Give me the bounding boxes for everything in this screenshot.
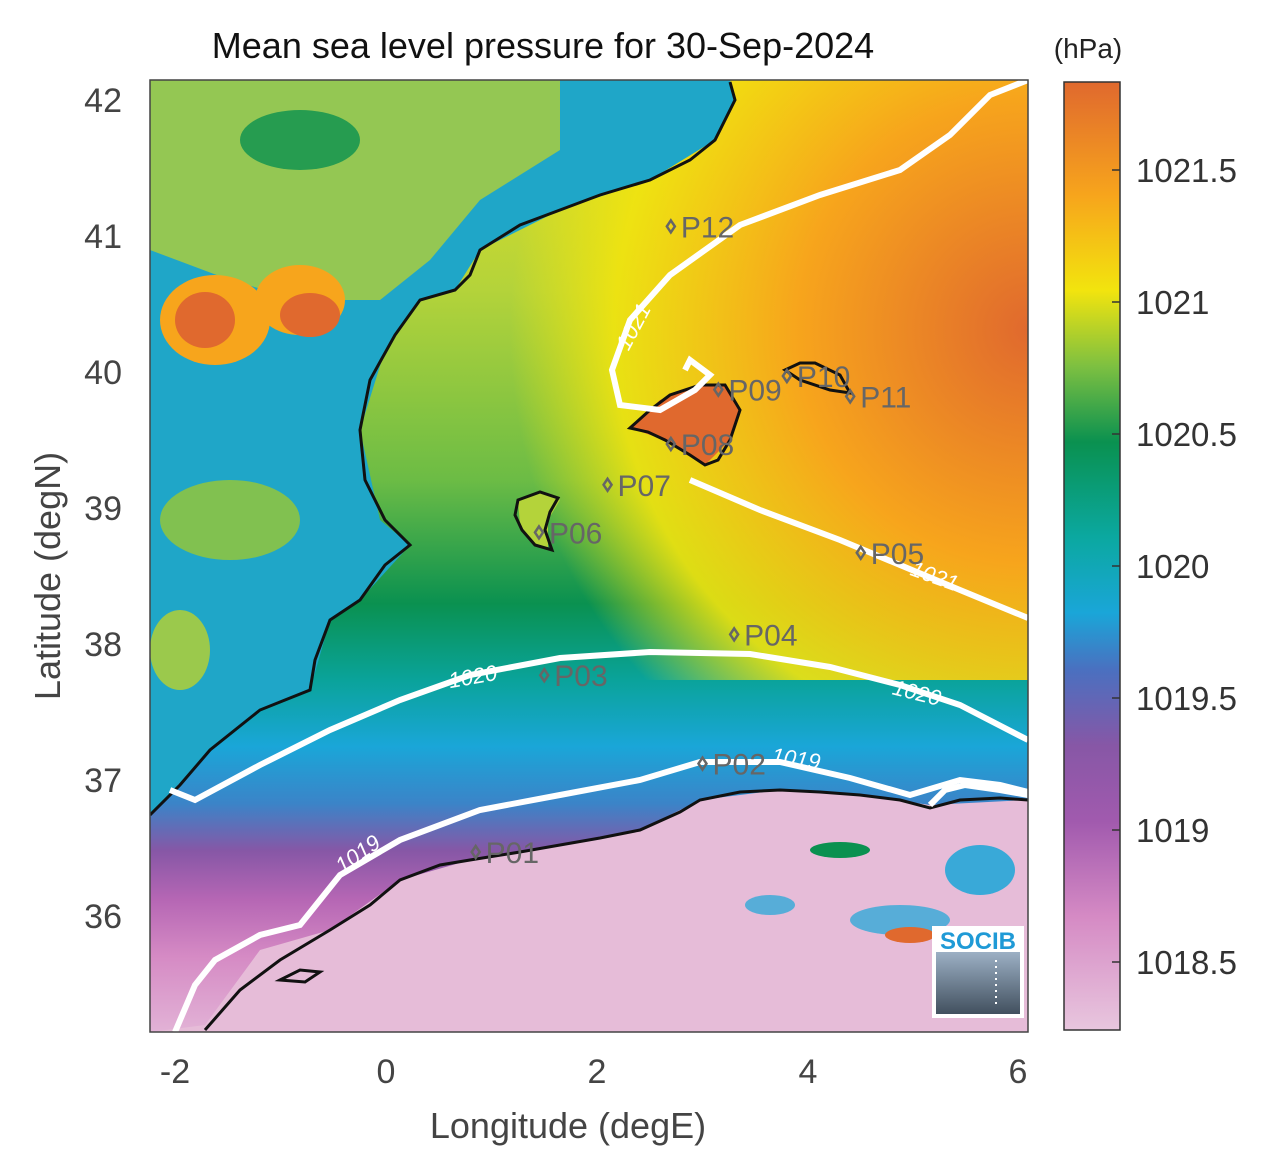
station-marker [781,367,793,385]
stations-layer: P01 P02 P03 P04 P05 P06 P07 P08 P09 P10 P11 P12 [470,211,924,870]
colorbar-scale [1063,81,1121,1031]
menorca-island [785,363,850,393]
station-label: P04 [744,619,797,652]
y-tick-label: 37 [84,762,122,800]
map-area: 1021 1021 1020 1020 1019 1019 P01P02P03P… [150,80,1028,1032]
station-marker [533,524,545,541]
station-label: P10 [797,361,850,394]
station-marker [665,435,677,453]
svg-text:SOCIB: SOCIB [940,928,1016,955]
station-label: P11 [860,381,911,414]
colorbar-tick: 1020.5 [1136,416,1237,453]
x-axis: -2 0 2 4 6 Longitude (degE) [160,1053,1028,1146]
y-tick-label: 39 [84,490,122,528]
x-tick-label: 2 [588,1053,607,1091]
x-axis-label: Longitude (degE) [430,1105,706,1146]
x-tick-label: 6 [1009,1053,1028,1091]
station-label: P09 [728,375,781,408]
y-tick-label: 36 [84,898,122,936]
colorbar-unit: (hPa) [1054,33,1122,64]
station-marker [470,843,482,861]
colorbar-tick: 1020 [1136,548,1209,585]
station-marker [855,544,867,562]
station-marker [665,218,677,235]
colorbar-tick: 1021.5 [1136,152,1237,189]
station-marker [844,388,856,405]
colorbar: (hPa) 1021.5 1021 1020.5 1020 1019.5 101… [1054,33,1237,1031]
socib-logo: SOCIB [932,926,1024,1018]
africa-land [150,790,1028,1032]
station-label: P02 [713,749,766,782]
station-label: P01 [486,837,539,870]
station-marker [712,381,724,398]
chart-title: Mean sea level pressure for 30-Sep-2024 [212,25,874,66]
isobars [168,80,1028,1032]
x-tick-label: 0 [377,1053,396,1091]
y-axis-label: Latitude (degN) [27,452,68,700]
colorbar-tick: 1018.5 [1136,944,1237,981]
station-marker [602,476,614,494]
y-tick-label: 40 [84,354,122,392]
station-label: P12 [681,211,734,244]
station-label: P08 [681,429,734,462]
colorbar-tick: 1021 [1136,284,1209,321]
station-label: P07 [618,470,671,503]
coastlines [150,81,1028,1031]
y-tick-label: 38 [84,626,122,664]
station-marker [538,666,550,684]
station-marker [728,626,740,643]
station-marker [696,755,709,772]
y-axis: 42 41 40 39 38 37 36 Latitude (degN) [27,82,122,936]
station-label: P06 [549,517,602,550]
station-label: P05 [871,538,924,571]
map-frame [149,79,1029,1033]
colorbar-tick: 1019.5 [1136,680,1237,717]
y-tick-label: 41 [84,218,122,256]
x-tick-label: -2 [160,1053,190,1091]
x-tick-label: 4 [799,1053,818,1091]
station-label: P03 [554,660,607,693]
colorbar-tick: 1019 [1136,812,1209,849]
y-tick-label: 42 [84,82,122,120]
